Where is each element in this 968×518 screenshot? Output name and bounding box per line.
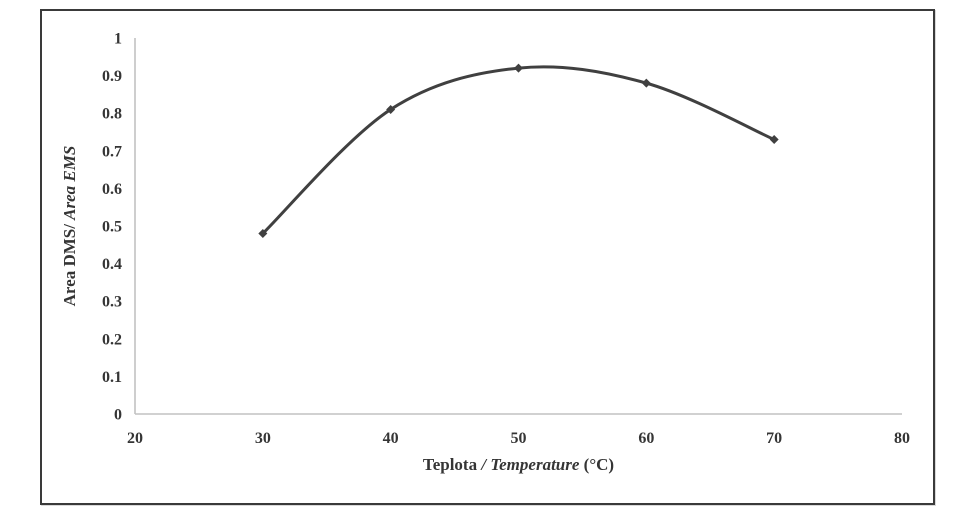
y-tick-label: 0 bbox=[114, 407, 122, 424]
data-point-marker bbox=[258, 229, 268, 239]
y-tick-label: 0.7 bbox=[102, 143, 122, 160]
y-tick-label: 0.5 bbox=[102, 219, 122, 236]
data-point-marker bbox=[514, 63, 523, 73]
line-chart: 0 0.1 0.2 0.3 0.4 0.5 0.6 0.7 0.8 0.9 1 20 30 40 50 60 7… bbox=[60, 31, 910, 475]
chart-frame: 0 0.1 0.2 0.3 0.4 0.5 0.6 0.7 0.8 0.9 1 20 30 40 50 60 7… bbox=[40, 9, 935, 505]
series-curve bbox=[261, 65, 776, 236]
x-tick-label: 20 bbox=[127, 430, 143, 447]
y-tick-label: 0.6 bbox=[102, 181, 122, 198]
y-tick-label: 1 bbox=[114, 31, 122, 48]
data-point-marker bbox=[386, 104, 396, 114]
y-tick-label: 0.2 bbox=[102, 331, 122, 348]
y-tick-label: 0.3 bbox=[102, 294, 122, 311]
x-tick-label: 70 bbox=[766, 430, 782, 447]
x-tick-label: 50 bbox=[511, 430, 527, 447]
y-tick-label: 0.1 bbox=[102, 369, 122, 386]
y-axis-title: Area DMS/ Area EMS bbox=[60, 146, 79, 307]
x-tick-label: 30 bbox=[255, 430, 271, 447]
x-tick-label: 60 bbox=[638, 430, 654, 447]
x-axis-title: Teplota / Temperature (°C) bbox=[423, 455, 614, 474]
x-tick-label: 80 bbox=[894, 430, 910, 447]
x-tick-label: 40 bbox=[383, 430, 399, 447]
data-point-marker bbox=[641, 78, 651, 88]
y-tick-label: 0.8 bbox=[102, 106, 122, 123]
y-tick-label: 0.4 bbox=[102, 256, 122, 273]
data-point-marker bbox=[769, 135, 779, 145]
y-tick-label: 0.9 bbox=[102, 68, 122, 85]
